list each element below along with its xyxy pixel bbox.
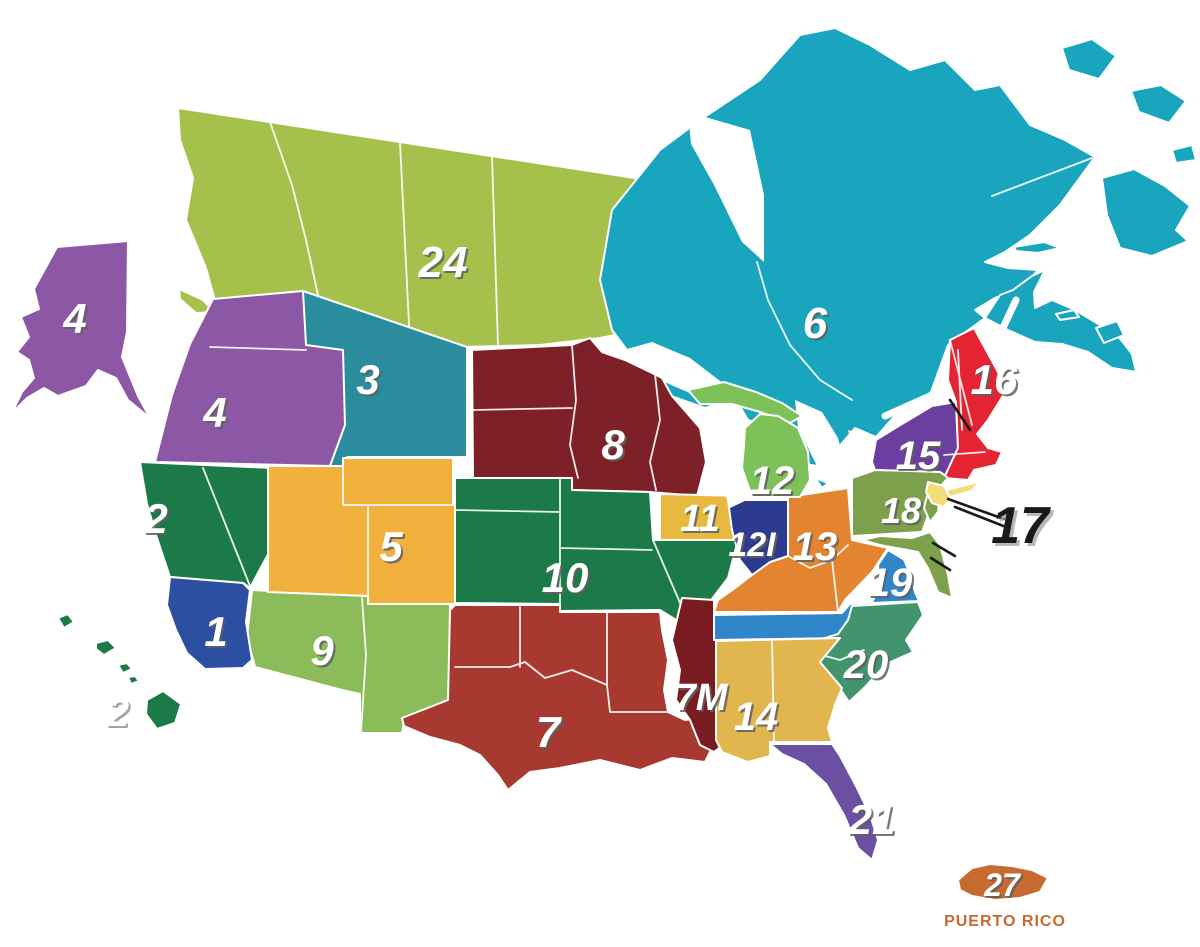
- region-5-state-borders: [342, 465, 454, 605]
- michigan-lower-peninsula-shape[interactable]: [741, 413, 811, 498]
- region-12i-label: 12I: [728, 526, 777, 564]
- ontario-quebec-border: [756, 261, 853, 401]
- anticosti-island-shape[interactable]: [1013, 241, 1061, 254]
- michigan-upper-peninsula-shape[interactable]: [687, 381, 803, 424]
- region-2-hawaii-label: 2: [106, 691, 129, 735]
- region-27-puerto-rico[interactable]: [957, 863, 1049, 901]
- region-5-shape[interactable]: [267, 457, 484, 605]
- region-12-label: 12: [750, 459, 795, 503]
- arctic-island-2-shape[interactable]: [1130, 84, 1187, 124]
- region-12i-shape[interactable]: [727, 499, 789, 576]
- region-4-mainland-shape[interactable]: [154, 290, 346, 467]
- california-nevada-border: [202, 467, 251, 587]
- region-20-label: 20: [843, 643, 889, 687]
- cape-breton-shape[interactable]: [1095, 320, 1125, 344]
- region-13-label: 13: [793, 525, 838, 569]
- region-4-label: 4: [202, 389, 226, 436]
- lake-erie: [798, 462, 867, 495]
- long-island-shape[interactable]: [945, 479, 981, 498]
- hawaii-islands-shape[interactable]: [57, 613, 182, 730]
- region-2-norcal-nevada-hawaii[interactable]: [57, 461, 274, 730]
- label-17-leader-line-2: [953, 505, 1008, 529]
- region-14-label: 14: [734, 695, 779, 739]
- region-3-label: 3: [356, 356, 379, 403]
- alabama-georgia-border: [771, 639, 775, 743]
- arctic-island-3-shape[interactable]: [1171, 144, 1197, 164]
- region-16-label: 16: [971, 356, 1018, 403]
- region-12-michigan[interactable]: [687, 381, 811, 498]
- quebec-labrador-border: [991, 157, 1093, 197]
- region-6-label: 6: [803, 299, 828, 348]
- region-7-south-central[interactable]: [401, 604, 713, 791]
- region-24-label: 24: [418, 238, 468, 287]
- region-27-shape[interactable]: [957, 863, 1049, 901]
- label-17-leader-line-1: [946, 497, 1006, 521]
- leader-line-delmarva-2: [929, 556, 952, 572]
- region-8-state-borders: [471, 344, 661, 491]
- region-5-wyoming-utah-colorado[interactable]: [267, 457, 484, 605]
- arctic-island-shape[interactable]: [1061, 38, 1117, 80]
- arizona-new-mexico-border: [360, 597, 367, 733]
- region-7m-label: 7M: [675, 677, 729, 719]
- region-4-alaska-washington-oregon[interactable]: [11, 240, 346, 467]
- region-1-label: 1: [204, 608, 227, 655]
- delmarva-shape[interactable]: [861, 531, 953, 599]
- leader-line-connecticut: [948, 398, 972, 432]
- region-27-label: 27: [983, 867, 1022, 903]
- region-9-label: 9: [310, 627, 334, 674]
- region-7-shape[interactable]: [401, 604, 713, 791]
- region-4-alaska-label: 4: [62, 295, 86, 342]
- region-21-label: 21: [848, 796, 896, 843]
- region-1-shape[interactable]: [166, 576, 253, 670]
- region-14-shape[interactable]: [715, 637, 843, 763]
- region-7-state-borders: [454, 606, 669, 713]
- region-19-label: 19: [868, 561, 913, 605]
- lake-michigan: [702, 406, 747, 508]
- region-12i-indiana[interactable]: [727, 499, 789, 576]
- region-10-label: 10: [542, 554, 589, 601]
- region-7-label: 7: [536, 708, 563, 757]
- region-10-state-borders: [454, 477, 682, 606]
- region-21-shape[interactable]: [769, 743, 879, 861]
- georgian-bay: [795, 400, 846, 486]
- region-15-label: 15: [896, 434, 941, 478]
- region-17-label: 17: [991, 497, 1051, 555]
- prince-edward-island-shape[interactable]: [1055, 309, 1080, 321]
- region-17-nyc-metro[interactable]: [925, 398, 1008, 572]
- region-18-pennsylvania-mid-atlantic[interactable]: [851, 469, 953, 599]
- puerto-rico-caption: PUERTO RICO: [944, 913, 1066, 930]
- region-21-florida[interactable]: [769, 743, 879, 861]
- region-18-label: 18: [881, 490, 921, 531]
- leader-line-delmarva-1: [931, 541, 957, 558]
- maritimes-shape[interactable]: [984, 269, 1137, 373]
- region-5-label: 5: [379, 523, 403, 570]
- region-13-state-borders: [787, 544, 849, 613]
- hudson-bay: [688, 112, 764, 262]
- chesapeake-bay: [900, 548, 928, 602]
- region-17-shape[interactable]: [925, 481, 953, 508]
- alaska-shape[interactable]: [11, 240, 151, 419]
- region-1-southern-california[interactable]: [166, 576, 253, 670]
- newfoundland-shape[interactable]: [1101, 168, 1191, 257]
- region-11-label: 11: [680, 498, 719, 540]
- region-16-new-england[interactable]: [943, 327, 1005, 481]
- region-14-alabama-georgia[interactable]: [715, 637, 843, 763]
- washington-oregon-border: [209, 346, 307, 351]
- region-8-label: 8: [601, 421, 625, 468]
- region-2-label: 2: [143, 495, 167, 542]
